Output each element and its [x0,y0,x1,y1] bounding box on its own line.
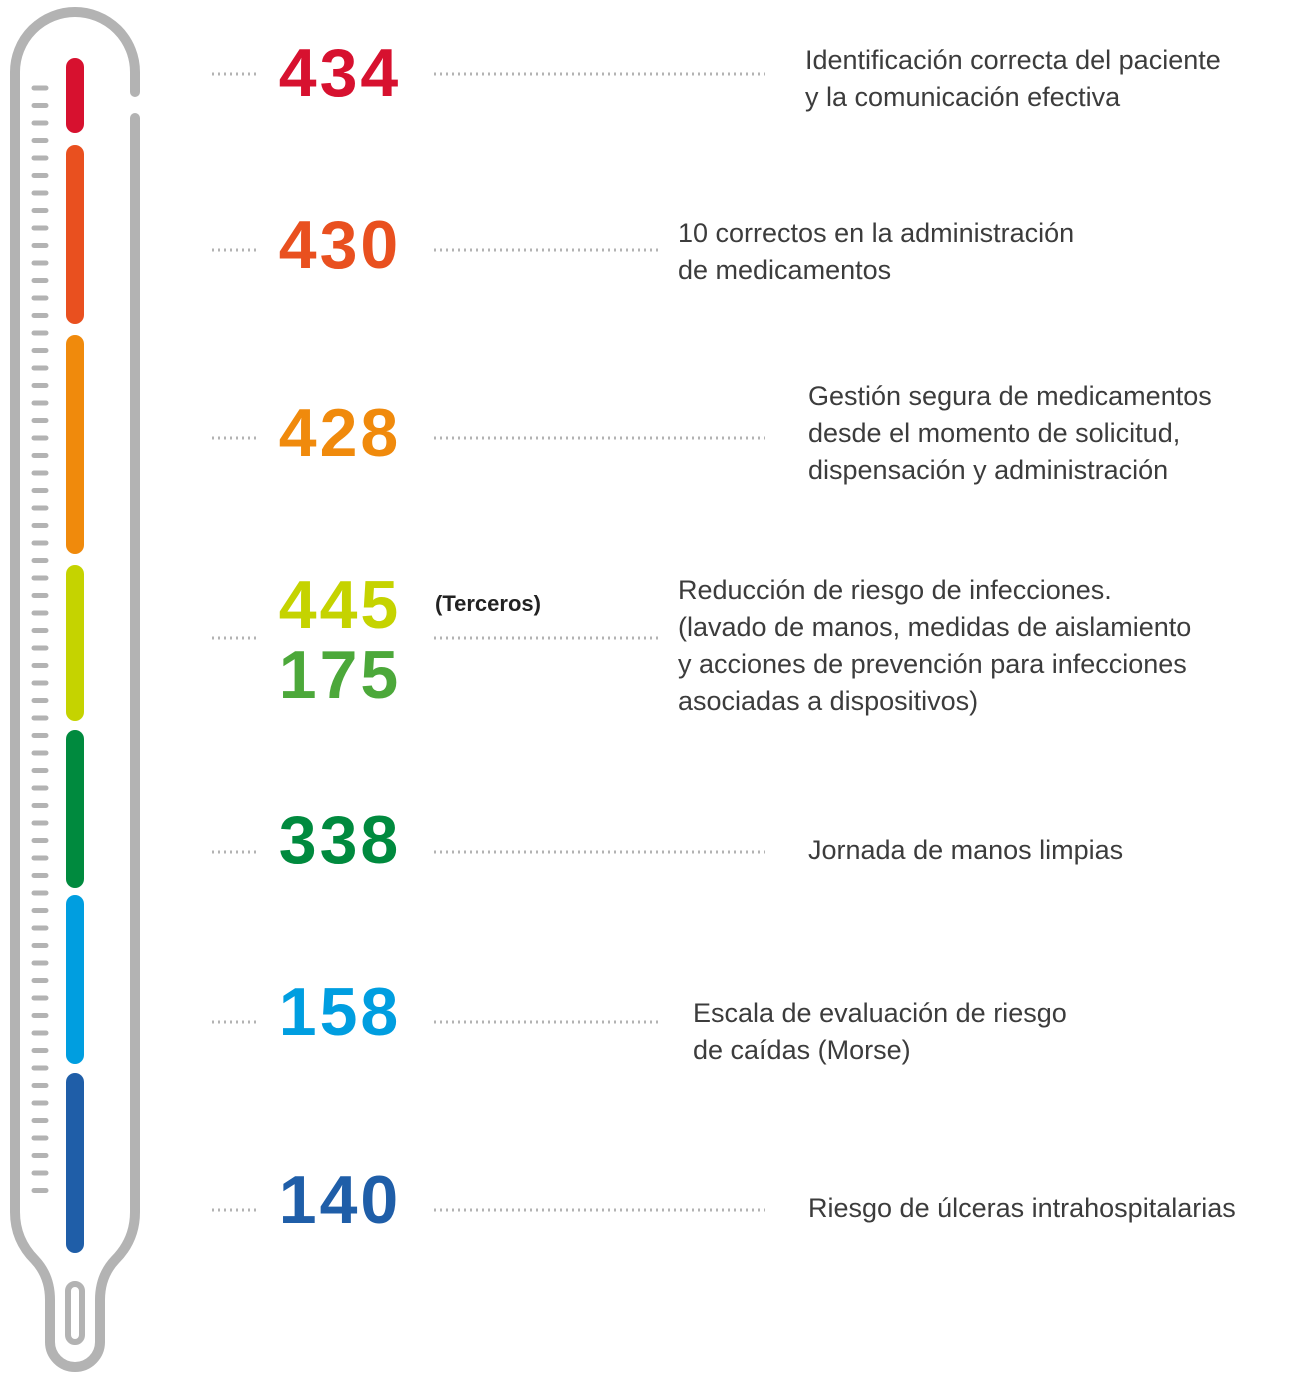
number: 140 [279,1162,401,1238]
number: 430 [279,207,401,283]
number: 175 [279,637,401,713]
number: 158 [279,974,401,1050]
number: 428 [279,395,401,471]
label-line: y acciones de prevención para infeccione… [678,649,1187,679]
item: 338 Jornada de manos limpias [212,802,1123,878]
label-line: Identificación correcta del paciente [805,45,1221,75]
label-line: 10 correctos en la administración [678,218,1074,248]
item: 434 Identificación correcta del paciente y… [212,35,1221,112]
label-line: asociadas a dispositivos) [678,686,978,716]
label-line: (lavado de manos, medidas de aislamiento [678,612,1191,642]
items: 434 Identificación correcta del paciente y… [212,35,1236,1238]
number: 338 [279,802,401,878]
label-line: dispensación y administración [808,455,1168,485]
label-line: desde el momento de solicitud, [808,418,1180,448]
label-line: Jornada de manos limpias [808,835,1123,865]
item: 140 Riesgo de úlceras intrahospitalarias [212,1162,1236,1238]
label-line: Gestión segura de medicamentos [808,381,1212,411]
item: 430 10 correctos en la administración de m… [212,207,1074,285]
number: 445 [279,567,401,643]
label-line: y la comunicación efectiva [805,82,1121,112]
item: 158 Escala de evaluación de riesgo de caíd… [212,974,1067,1065]
label-line: Reducción de riesgo de infecciones. [678,575,1112,605]
label-line: Riesgo de úlceras intrahospitalarias [808,1193,1236,1223]
number: 434 [279,35,401,111]
infographic: 434 Identificación correcta del paciente y… [0,0,1299,1379]
note: (Terceros) [435,591,541,616]
label-line: de caídas (Morse) [693,1035,911,1065]
item: 428 Gestión segura de medicamentos desde e… [212,381,1212,485]
scale-ticks [34,88,46,1191]
label-line: Escala de evaluación de riesgo [693,998,1067,1028]
label-line: de medicamentos [678,255,891,285]
bulb [68,1284,82,1342]
